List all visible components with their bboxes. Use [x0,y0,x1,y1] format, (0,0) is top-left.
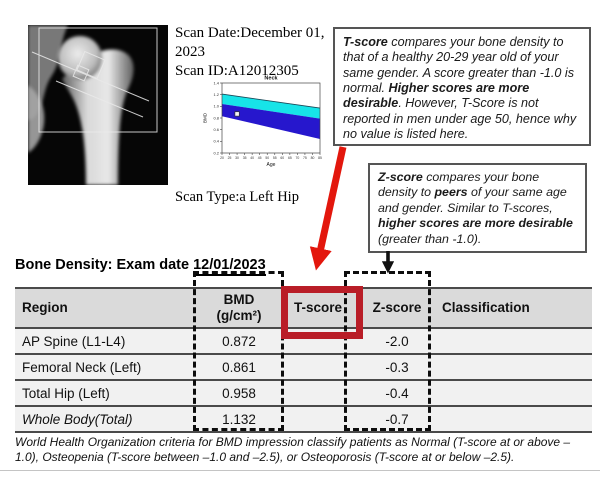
bottom-divider [0,470,600,471]
classification-cell [441,379,592,406]
bmd-reference-chart: 1.4 1.2 1.0 0.8 0.6 0.4 0.2 20 25 30 35 40 45 50 55 60 6… [202,74,326,174]
svg-text:60: 60 [280,156,284,160]
svg-text:40: 40 [250,156,254,160]
t-score-highlight-box [281,286,363,339]
z-score-callout: Z-score compares your bone density to pe… [368,163,587,253]
exam-date: 12/01/2023 [193,257,266,276]
bmd-column-dashed-highlight [193,271,284,431]
svg-text:75: 75 [303,156,307,160]
scan-type-text: Scan Type:a Left Hip [175,189,299,205]
svg-text:25: 25 [228,156,232,160]
svg-text:65: 65 [288,156,292,160]
z-score-cell: -0.4 [353,379,441,406]
table-row-whole-body: Whole Body(Total) 1.132 -0.7 [15,405,592,433]
column-header-t-score: T-score [283,287,353,328]
exam-title-prefix: Bone Density: Exam date [15,257,194,273]
svg-text:BMD: BMD [203,112,208,123]
classification-cell [441,327,592,354]
svg-text:0.2: 0.2 [213,150,219,155]
table-row-total-hip: Total Hip (Left) 0.958 -0.4 [15,379,592,406]
svg-text:Age: Age [267,162,276,168]
scan-id-text: Scan ID:A12012305 [175,62,299,79]
svg-text:35: 35 [243,156,247,160]
classification-cell [441,405,592,433]
region-cell: Femoral Neck (Left) [15,353,195,380]
region-cell: AP Spine (L1-L4) [15,327,195,354]
region-cell: Total Hip (Left) [15,379,195,406]
z-score-cell: -0.3 [353,353,441,380]
t-score-callout-text: T-score compares your bone density to th… [343,35,577,142]
svg-text:80: 80 [311,156,315,160]
t-score-callout: T-score compares your bone density to th… [333,27,591,146]
table-header-row: Region BMD (g/cm²) T-score Z-score Classi… [15,287,592,328]
svg-text:55: 55 [273,156,277,160]
column-header-z-score: Z-score [353,287,441,328]
table-row-femoral-neck: Femoral Neck (Left) 0.861 -0.3 [15,353,592,380]
hip-xray-image [28,25,168,185]
svg-text:20: 20 [220,156,224,160]
scan-date-text: Scan Date:December 01, 2023 [175,25,325,60]
svg-text:50: 50 [265,156,269,160]
t-score-cell [283,379,353,406]
region-cell: Whole Body(Total) [15,405,195,433]
column-header-bmd: BMD (g/cm²) [195,287,283,328]
svg-text:30: 30 [235,156,239,160]
who-criteria-footnote: World Health Organization criteria for B… [15,435,571,465]
t-score-cell [283,353,353,380]
classification-cell [441,353,592,380]
table-row-ap-spine: AP Spine (L1-L4) 0.872 -2.0 [15,327,592,354]
svg-text:0.6: 0.6 [213,127,219,132]
bmd-cell: 0.861 [195,353,283,380]
bone-density-table: Region BMD (g/cm²) T-score Z-score Classi… [15,287,592,433]
svg-text:1.2: 1.2 [213,92,219,97]
svg-text:70: 70 [295,156,299,160]
svg-text:1.0: 1.0 [213,104,219,109]
svg-text:85: 85 [318,156,322,160]
femur-shaft-shape [62,49,134,185]
svg-text:45: 45 [258,156,262,160]
ischium-bone-shape [28,85,45,153]
t-score-cell [283,405,353,433]
femoral-head-shape [58,36,102,80]
bmd-chart-canvas: 1.4 1.2 1.0 0.8 0.6 0.4 0.220 25 30 35 40 45 50 55 60 6… [203,76,322,169]
column-header-region: Region [15,287,195,328]
roi-overlay-lines [31,27,158,133]
svg-text:0.8: 0.8 [213,115,219,120]
exam-title: Bone Density: Exam date 12/01/2023 [15,257,266,276]
svg-text:1.4: 1.4 [213,80,219,85]
z-score-cell: -2.0 [353,327,441,354]
column-header-classification: Classification [441,287,592,328]
svg-text:0.4: 0.4 [213,139,219,144]
svg-text:Neck: Neck [264,76,278,82]
z-score-callout-text: Z-score compares your bone density to pe… [378,170,573,246]
scan-info: Scan Date:December 01, 2023 Scan ID:A120… [175,24,331,80]
bmd-cell: 0.958 [195,379,283,406]
bmd-cell: 0.872 [195,327,283,354]
